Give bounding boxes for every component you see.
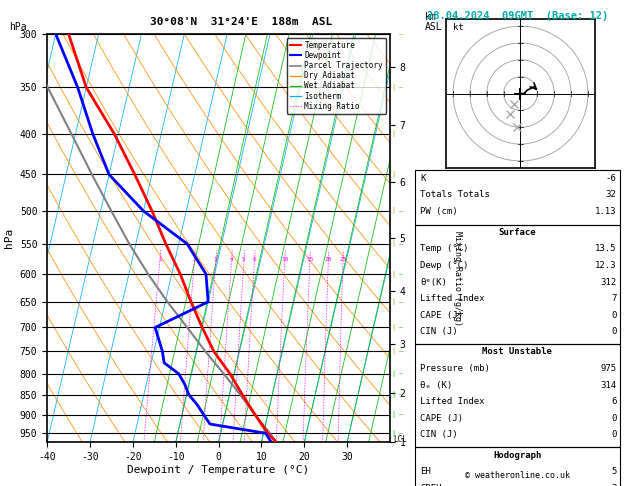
Text: CAPE (J): CAPE (J) <box>420 414 463 423</box>
Text: θᵉ(K): θᵉ(K) <box>420 278 447 287</box>
Text: K: K <box>420 174 426 183</box>
Text: |: | <box>391 84 395 91</box>
Text: |: | <box>391 208 395 214</box>
X-axis label: Dewpoint / Temperature (°C): Dewpoint / Temperature (°C) <box>128 465 309 475</box>
Text: —: — <box>399 208 403 214</box>
Text: © weatheronline.co.uk: © weatheronline.co.uk <box>465 471 570 480</box>
Text: kt: kt <box>453 22 464 32</box>
Text: Totals Totals: Totals Totals <box>420 190 490 199</box>
Text: Lifted Index: Lifted Index <box>420 397 485 406</box>
Text: Most Unstable: Most Unstable <box>482 347 552 357</box>
Legend: Temperature, Dewpoint, Parcel Trajectory, Dry Adiabat, Wet Adiabat, Isotherm, Mi: Temperature, Dewpoint, Parcel Trajectory… <box>287 38 386 114</box>
Text: 12.3: 12.3 <box>595 261 616 270</box>
Text: —: — <box>399 371 403 377</box>
Text: θₑ (K): θₑ (K) <box>420 381 452 390</box>
Text: 13.5: 13.5 <box>595 244 616 254</box>
Text: -6: -6 <box>606 174 616 183</box>
Text: 1.13: 1.13 <box>595 207 616 216</box>
Text: CIN (J): CIN (J) <box>420 327 458 336</box>
Text: |: | <box>391 411 395 418</box>
Text: Mixing Ratio (g/kg): Mixing Ratio (g/kg) <box>453 231 462 327</box>
Text: —: — <box>399 299 403 305</box>
Text: |: | <box>391 370 395 377</box>
Text: 30°08'N  31°24'E  188m  ASL: 30°08'N 31°24'E 188m ASL <box>150 17 332 27</box>
Text: Pressure (mb): Pressure (mb) <box>420 364 490 373</box>
Text: 3: 3 <box>611 484 616 486</box>
Text: |: | <box>391 298 395 305</box>
Text: 7: 7 <box>611 294 616 303</box>
Text: 3: 3 <box>214 258 218 262</box>
Text: Temp (°C): Temp (°C) <box>420 244 469 254</box>
Text: 15: 15 <box>306 258 314 262</box>
Text: 28.04.2024  09GMT  (Base: 12): 28.04.2024 09GMT (Base: 12) <box>426 11 608 21</box>
Text: 5: 5 <box>611 467 616 476</box>
Text: km
ASL: km ASL <box>425 12 442 32</box>
Text: |: | <box>391 430 395 437</box>
Text: 5: 5 <box>242 258 246 262</box>
Text: 0: 0 <box>611 430 616 439</box>
Text: 1: 1 <box>158 258 162 262</box>
Text: |: | <box>391 171 395 178</box>
Text: —: — <box>399 241 403 247</box>
Text: —: — <box>399 430 403 436</box>
Text: |: | <box>391 391 395 398</box>
Text: 6: 6 <box>611 397 616 406</box>
Text: Lifted Index: Lifted Index <box>420 294 485 303</box>
Text: |: | <box>391 241 395 247</box>
Text: 975: 975 <box>600 364 616 373</box>
Y-axis label: hPa: hPa <box>4 228 14 248</box>
Text: |: | <box>391 271 395 278</box>
Text: Surface: Surface <box>499 228 536 237</box>
Text: —: — <box>399 31 403 37</box>
Text: 25: 25 <box>339 258 347 262</box>
Text: 20: 20 <box>325 258 332 262</box>
Text: CIN (J): CIN (J) <box>420 430 458 439</box>
Text: 10: 10 <box>281 258 289 262</box>
Text: Dewp (°C): Dewp (°C) <box>420 261 469 270</box>
Text: 312: 312 <box>600 278 616 287</box>
Text: |: | <box>391 348 395 355</box>
Text: 314: 314 <box>600 381 616 390</box>
Text: Hodograph: Hodograph <box>493 451 542 460</box>
Text: 32: 32 <box>606 190 616 199</box>
Text: 0: 0 <box>611 327 616 336</box>
Text: —: — <box>399 392 403 398</box>
Text: —: — <box>399 85 403 90</box>
Text: LCL: LCL <box>393 435 408 444</box>
Text: 4: 4 <box>230 258 233 262</box>
Text: PW (cm): PW (cm) <box>420 207 458 216</box>
Text: SREH: SREH <box>420 484 442 486</box>
Text: EH: EH <box>420 467 431 476</box>
Text: —: — <box>399 412 403 417</box>
Text: |: | <box>391 324 395 331</box>
Text: —: — <box>399 271 403 277</box>
Text: CAPE (J): CAPE (J) <box>420 311 463 320</box>
Text: hPa: hPa <box>9 21 27 32</box>
Text: |: | <box>391 130 395 137</box>
Text: —: — <box>399 325 403 330</box>
Text: 0: 0 <box>611 414 616 423</box>
Text: 6: 6 <box>252 258 256 262</box>
Text: —: — <box>399 348 403 354</box>
Text: 2: 2 <box>192 258 196 262</box>
Text: 0: 0 <box>611 311 616 320</box>
